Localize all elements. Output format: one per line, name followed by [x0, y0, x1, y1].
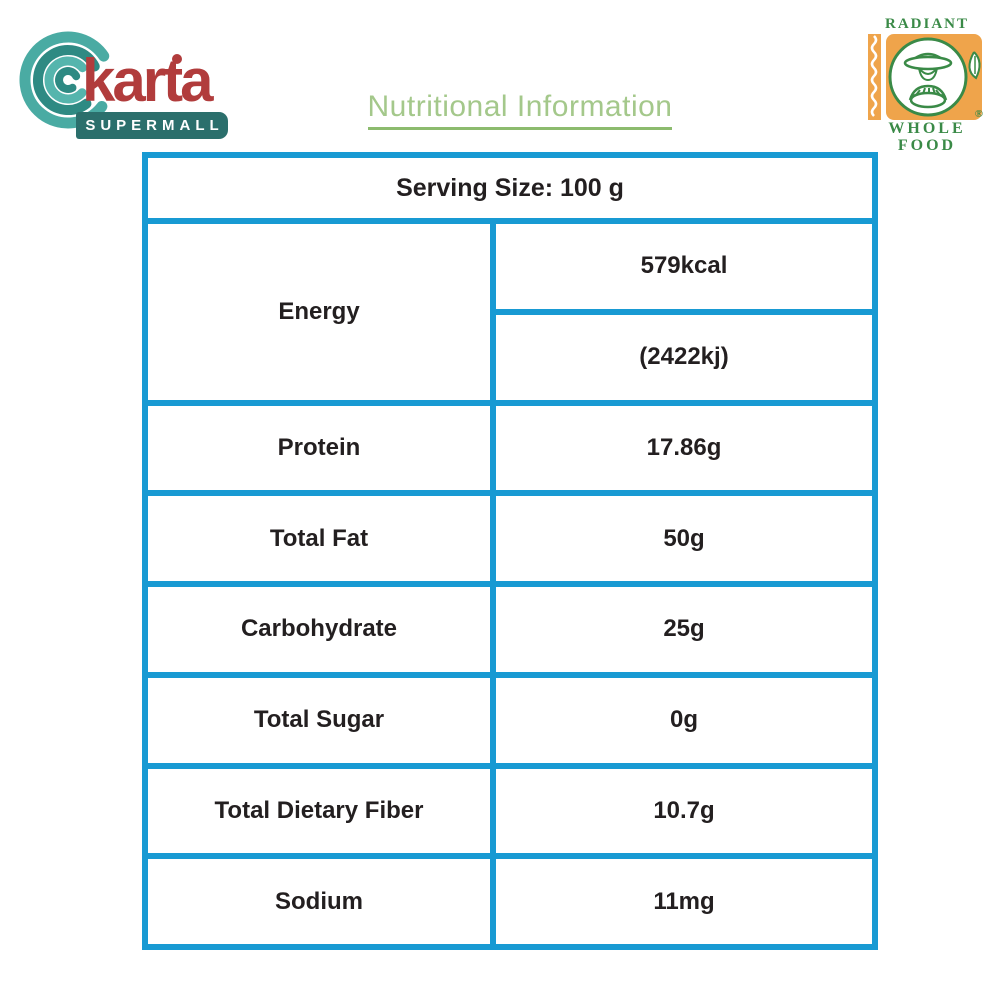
nutrient-value-dietary-fiber: 10.7g: [496, 768, 872, 854]
nutrient-label-protein: Protein: [148, 405, 490, 491]
karta-banner: SUPERMALL: [76, 112, 228, 139]
nutrient-value-total-fat: 50g: [496, 496, 872, 581]
nutrient-label-carbohydrate: Carbohydrate: [148, 587, 490, 672]
radiant-farmer-icon: [866, 34, 988, 120]
nutrient-value-sodium: 11mg: [496, 859, 872, 944]
radiant-logo-bottom-text: ® WHOLE FOOD: [866, 108, 988, 154]
nutrient-value-energy-kj: (2422kj): [496, 314, 872, 400]
page-title: Nutritional Information: [367, 90, 673, 130]
radiant-whole-food-logo: RADIANT: [866, 16, 988, 158]
nutrient-label-energy: Energy: [148, 224, 490, 400]
title-container: Nutritional Information: [250, 90, 790, 130]
karta-brand-text: karta: [82, 47, 213, 114]
nutrient-value-total-sugar: 0g: [496, 677, 872, 763]
nutrient-label-total-sugar: Total Sugar: [148, 677, 490, 763]
nutrient-value-energy-kcal: 579kcal: [496, 224, 872, 309]
radiant-whole-text: WHOLE: [888, 120, 966, 137]
nutrition-table: Serving Size: 100 g Energy 579kcal (2422…: [142, 152, 878, 950]
karta-logo: karta SUPERMALL: [14, 22, 228, 142]
nutrient-label-sodium: Sodium: [148, 859, 490, 944]
nutrient-label-dietary-fiber: Total Dietary Fiber: [148, 768, 490, 854]
karta-banner-text: SUPERMALL: [85, 117, 224, 134]
nutrient-label-total-fat: Total Fat: [148, 496, 490, 581]
nutrient-value-carbohydrate: 25g: [496, 587, 872, 672]
serving-size-cell: Serving Size: 100 g: [148, 158, 872, 218]
radiant-food-text: FOOD: [897, 137, 957, 154]
nutrient-value-protein: 17.86g: [496, 405, 872, 491]
registered-mark: ®: [974, 108, 986, 120]
radiant-logo-top-text: RADIANT: [884, 16, 969, 32]
karta-dot-icon: [172, 54, 182, 64]
karta-swirl-icon: [19, 31, 117, 129]
